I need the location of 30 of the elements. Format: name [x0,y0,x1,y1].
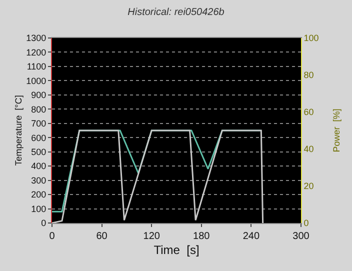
y2-tick-label: 20 [304,181,314,192]
y-tick-label: 300 [31,175,46,186]
y-tick-label: 700 [31,118,46,129]
y-tick-label: 400 [31,161,46,172]
y-tick-label: 600 [31,132,46,143]
chart-title: Historical: rei050426b [128,7,225,18]
y-tick-label: 100 [31,204,46,214]
x-tick-label: 180 [193,231,210,242]
y-tick-label: 1200 [26,47,46,58]
x-tick-label: 0 [49,231,56,242]
y2-tick-label: 0 [304,218,309,228]
y-tick-label: 200 [31,190,46,200]
y2-axis-title: Power [%] [332,108,342,152]
x-axis-title: Time [s] [154,242,200,257]
x-tick-label: 60 [96,231,108,242]
y2-tick-label: 60 [304,107,314,118]
y2-tick-label: 40 [304,144,314,154]
y-tick-label: 500 [31,147,46,157]
y-axis-title: Temperature [°C] [14,95,24,166]
y2-tick-label: 100 [304,33,319,44]
x-tick-label: 300 [292,231,310,242]
y-tick-label: 800 [31,104,46,114]
y2-tick-label: 80 [304,70,314,80]
y-tick-label: 0 [41,218,46,228]
x-tick-label: 240 [242,231,260,242]
y-tick-label: 1100 [26,62,46,72]
y-tick-label: 900 [31,90,46,100]
y-tick-label: 1300 [26,33,46,44]
y-tick-label: 1000 [26,76,46,86]
x-tick-label: 120 [143,231,160,242]
